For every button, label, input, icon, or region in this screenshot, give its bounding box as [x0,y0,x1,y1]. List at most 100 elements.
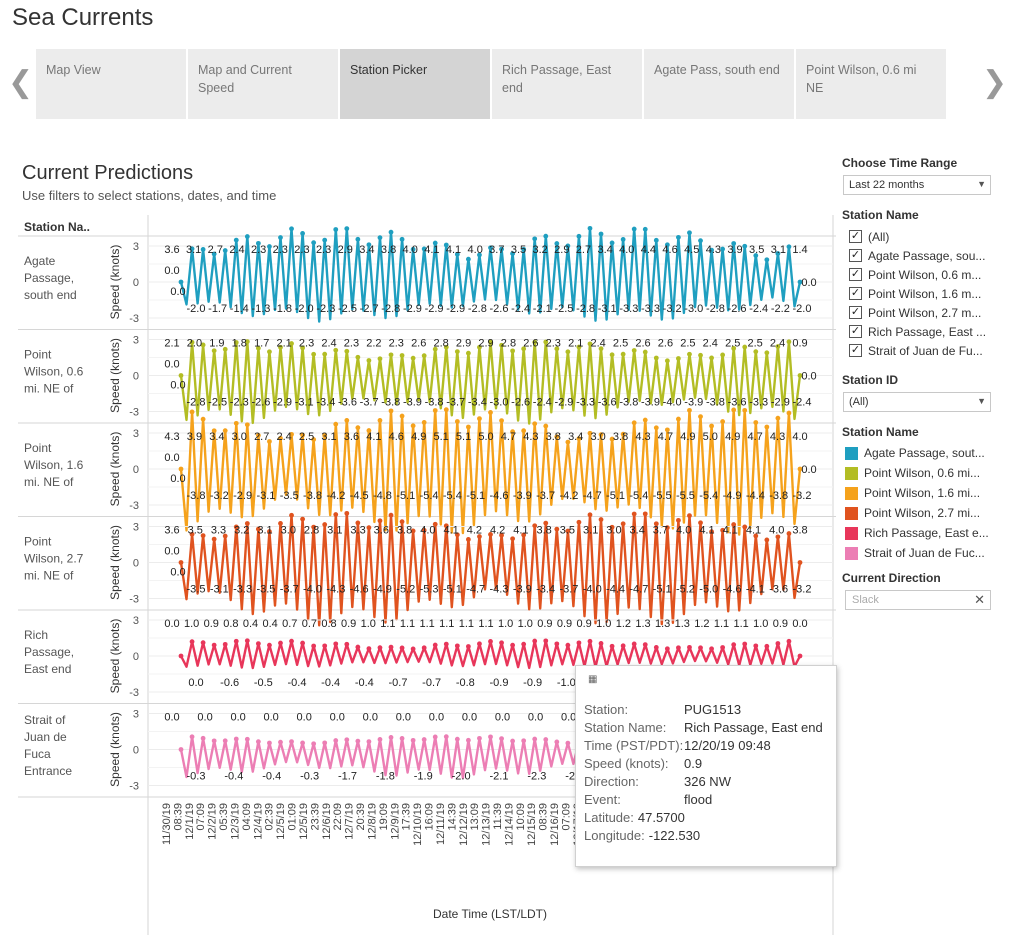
data-label-max: 2.3 [389,338,404,350]
legend-item[interactable]: Agate Passage, sout... [845,444,991,462]
series-1-point [532,236,538,242]
data-label-mid: 0.0 [170,473,185,485]
y-tick-label: 3 [133,428,139,440]
x-tick-label: 08:39 [538,803,550,831]
tab-2[interactable]: Map and Current Speed [188,49,338,119]
legend-item[interactable]: Strait of Juan de Fuc... [845,544,991,562]
series-2-point [775,344,781,349]
data-label-min: -2.9 [403,303,422,315]
station-filter-item[interactable]: ✓ Point Wilson, 2.7 m... [843,303,991,322]
data-label-min: -4.0 [303,584,322,596]
tab-1[interactable]: Map View [36,49,186,119]
data-label-max: 0.0 [792,618,807,630]
series-1-point [720,246,726,252]
chevron-right-icon[interactable]: ❯ [982,66,1008,99]
data-label-max: 4.0 [468,244,483,256]
checkbox[interactable]: ✓ [849,268,862,281]
data-label-max: 0.0 [429,712,444,724]
series-1-point [211,251,217,257]
series-2-point [576,344,582,350]
data-label-min: -5.5 [676,490,695,502]
legend-item[interactable]: Point Wilson, 0.6 mi... [845,464,991,482]
y-tick-label: 0 [133,371,139,383]
station-filter-item[interactable]: ✓ Point Wilson, 1.6 m... [843,284,991,303]
x-tick-label: 01:09 [287,803,299,831]
series-6-point [278,739,283,745]
clear-icon[interactable]: ✕ [974,592,985,607]
series-2-point [278,344,283,350]
series-4-point [664,525,670,531]
data-label-min: -1.0 [557,677,576,689]
x-tick-label: 12/16/19 [549,803,561,846]
series-5-point [764,643,770,649]
x-axis-label: Date Time (LST/LDT) [433,907,547,921]
series-3-point [499,418,504,423]
checkbox[interactable]: ✓ [849,306,862,319]
data-label-max: 0.9 [341,618,356,630]
checkbox[interactable]: ✓ [849,287,862,300]
series-1-point [565,243,571,249]
data-label-max: 3.3 [350,525,365,537]
data-label-max: 3.0 [590,431,605,443]
series-6-point [432,734,438,740]
tab-4[interactable]: Rich Passage, East end [492,49,642,119]
data-label-min: -3.3 [619,303,638,315]
station-filter-item[interactable]: ✓ (All) [843,227,991,246]
data-label-max: 0.9 [792,338,807,350]
series-6-point [255,739,261,745]
series-2-point [587,341,593,347]
data-label-max: 2.8 [433,338,448,350]
series-1-point [797,279,803,285]
tab-3[interactable]: Station Picker [340,49,490,119]
series-6-point [211,738,217,744]
data-label-max: 1.1 [714,618,729,630]
checkbox[interactable]: ✓ [849,325,862,338]
data-label-max: 4.5 [684,244,699,256]
series-1-point [344,226,350,232]
series-4-point [731,522,737,527]
data-label-max: 4.1 [699,525,714,537]
station-filter-label: Point Wilson, 1.6 m... [868,286,982,301]
series-1-point [443,242,449,248]
series-5-point [698,645,703,651]
checkbox[interactable]: ✓ [849,249,862,262]
data-label-max: 5.0 [703,431,718,443]
station-filter-item[interactable]: ✓ Rich Passage, East ... [843,322,991,341]
data-label-max: 4.2 [467,525,482,537]
data-label-min: -5.1 [606,490,625,502]
station-id-dropdown[interactable]: (All) ▼ [843,392,991,412]
data-label-min: -3.8 [187,490,206,502]
data-label-max: 3.1 [327,525,342,537]
time-range-dropdown[interactable]: Last 22 months ▼ [843,175,991,195]
station-filter-item[interactable]: ✓ Agate Passage, sou... [843,246,991,265]
view-data-icon[interactable]: ▦ [588,674,598,685]
series-3-point [576,436,582,442]
series-4-point [421,527,427,533]
tooltip-row: Station: PUG1513 [584,702,741,720]
checkbox[interactable]: ✓ [849,344,862,357]
data-label-min: -3.6 [338,397,357,409]
data-label-min: -3.7 [446,397,465,409]
legend-item[interactable]: Rich Passage, East e... [845,524,991,542]
series-5-point [322,643,328,649]
tab-5[interactable]: Agate Pass, south end [644,49,794,119]
station-name-column-header[interactable]: Station Na.. [24,220,91,234]
data-label-max: 2.3 [316,244,331,256]
series-1-point [676,234,681,240]
data-label-max: 0.0 [164,618,179,630]
station-filter-item[interactable]: ✓ Strait of Juan de Fu... [843,341,991,360]
series-5-point [642,642,648,647]
x-tick-label: 14:39 [446,803,458,831]
data-label-min: -2.0 [295,303,314,315]
tab-6[interactable]: Point Wilson, 0.6 mi NE [796,49,946,119]
y-tick-label: 3 [133,615,139,627]
checkbox[interactable]: ✓ [849,230,862,243]
legend-item[interactable]: Point Wilson, 1.6 mi... [845,484,991,502]
data-label-max: 2.3 [294,244,309,256]
current-direction-search-input[interactable]: Slack ✕ [845,590,991,610]
station-filter-item[interactable]: ✓ Point Wilson, 0.6 m... [843,265,991,284]
data-label-min: -2.9 [554,397,573,409]
legend-item[interactable]: Point Wilson, 2.7 mi... [845,504,991,522]
series-2-point [189,339,195,345]
series-3-point [421,420,427,425]
